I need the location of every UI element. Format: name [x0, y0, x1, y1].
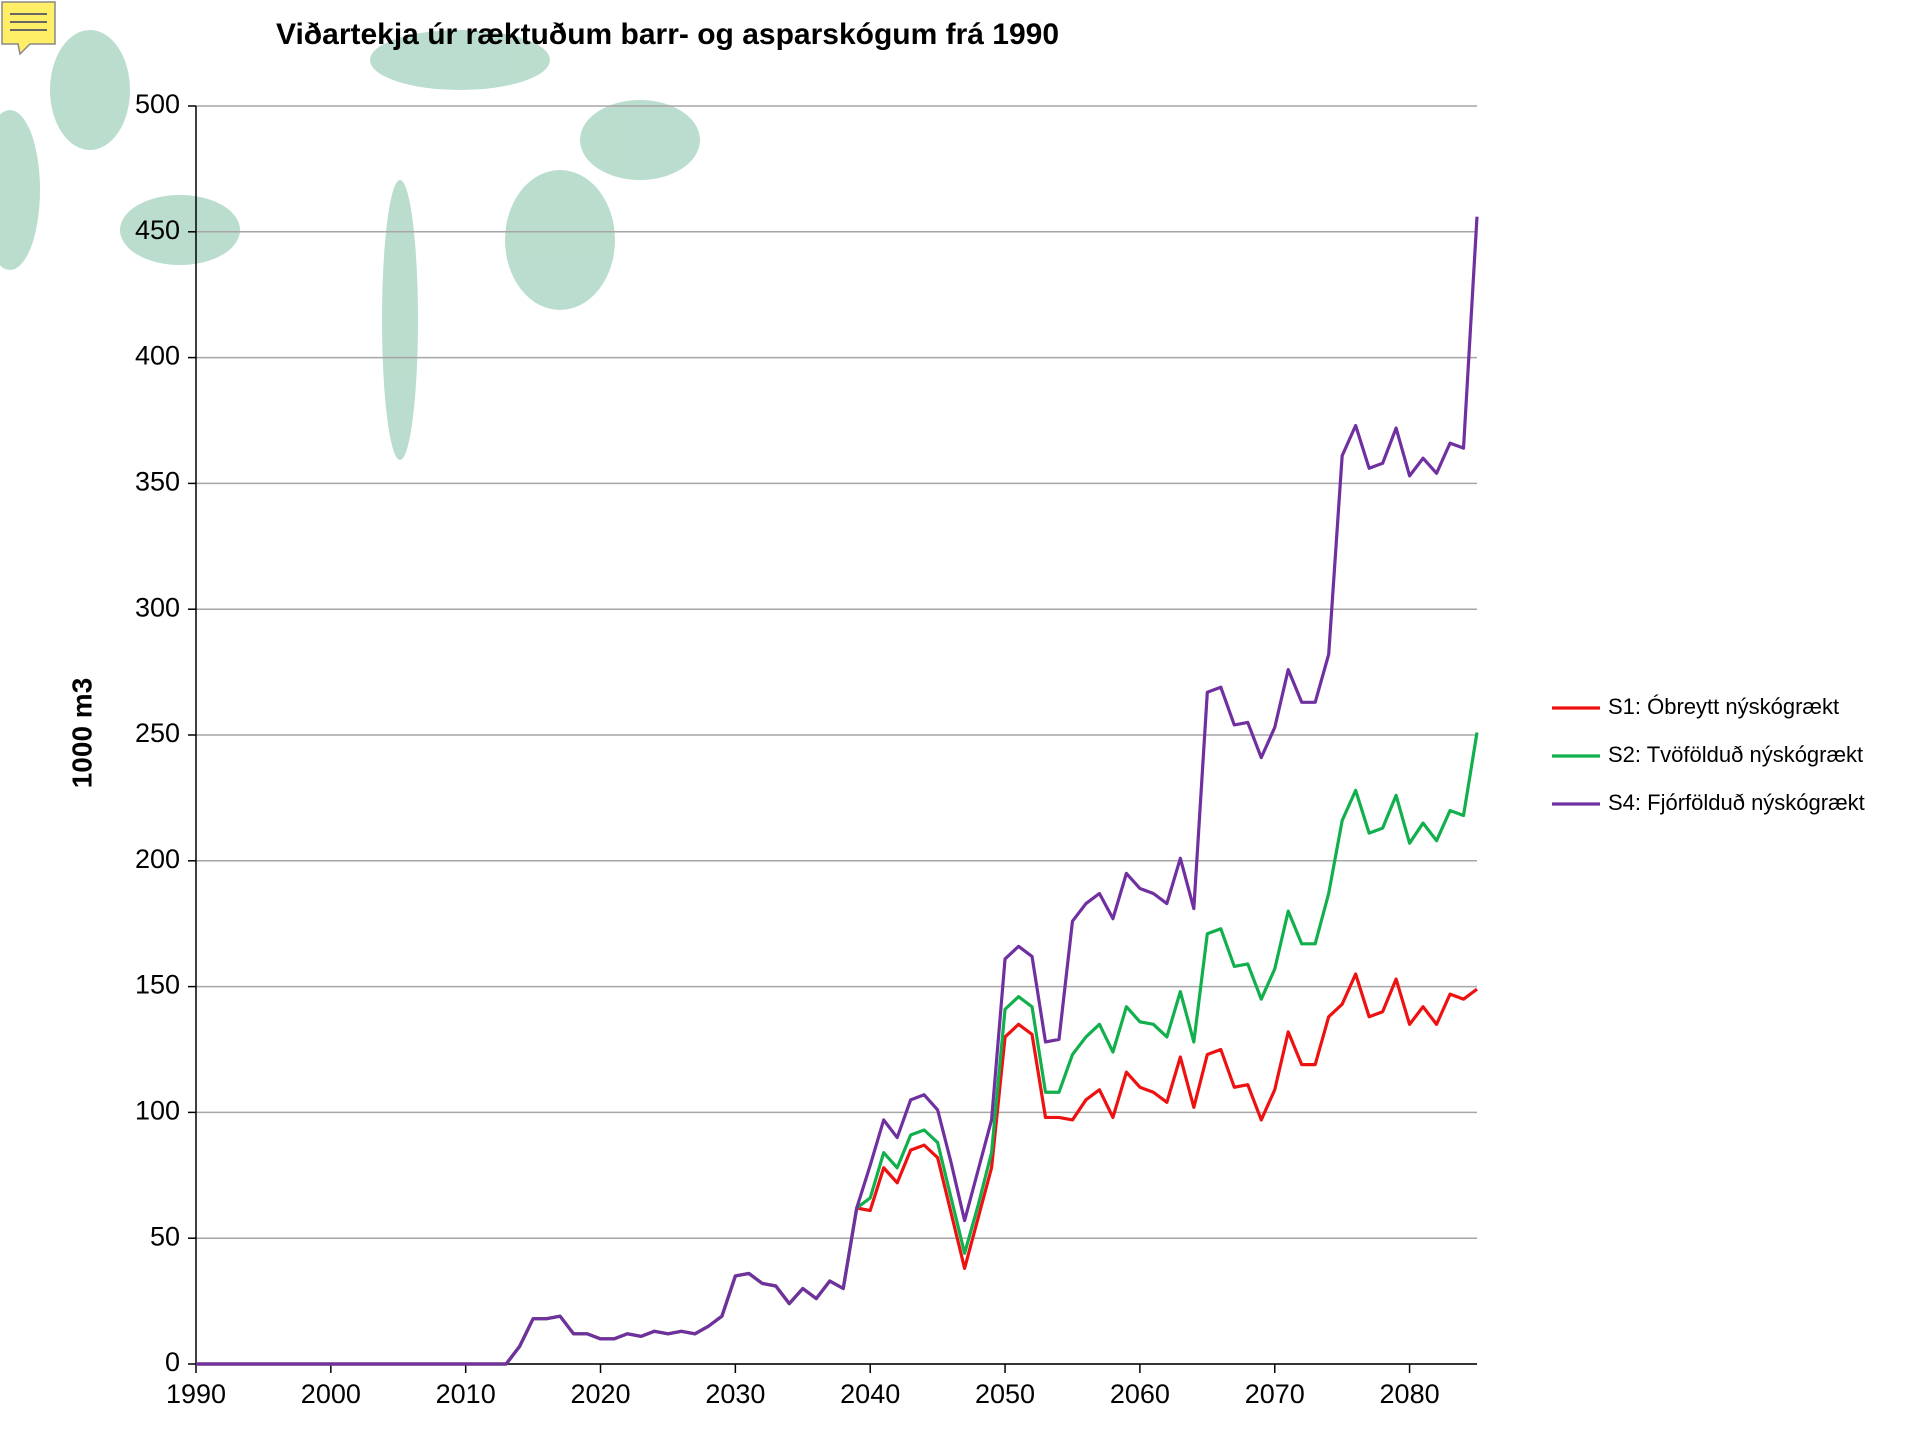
- legend-label: S4: Fjórfölduð nýskógrækt: [1608, 790, 1865, 815]
- x-tick-label: 2000: [301, 1379, 361, 1409]
- series-line: [196, 972, 1478, 1366]
- y-tick-label: 100: [135, 1096, 180, 1126]
- x-tick-label: 2010: [436, 1379, 496, 1409]
- x-tick-label: 2050: [975, 1379, 1035, 1409]
- note-icon: [1, 1, 56, 56]
- x-tick-label: 2080: [1380, 1379, 1440, 1409]
- series-line: [196, 216, 1479, 1366]
- y-tick-label: 250: [135, 718, 180, 748]
- y-tick-label: 350: [135, 467, 180, 497]
- x-tick-label: 2070: [1245, 1379, 1305, 1409]
- y-tick-label: 0: [165, 1347, 180, 1377]
- y-tick-label: 450: [135, 215, 180, 245]
- y-tick-label: 150: [135, 970, 180, 1000]
- y-tick-label: 500: [135, 89, 180, 119]
- y-tick-label: 50: [150, 1221, 180, 1251]
- x-tick-label: 1990: [166, 1379, 226, 1409]
- x-tick-label: 2040: [840, 1379, 900, 1409]
- legend-label: S2: Tvöfölduð nýskógrækt: [1608, 742, 1863, 767]
- background-foliage: [0, 30, 700, 460]
- legend-label: S1: Óbreytt nýskógrækt: [1608, 694, 1839, 719]
- y-tick-label: 400: [135, 341, 180, 371]
- chart-title: Viðartekja úr ræktuðum barr- og asparskó…: [276, 18, 1059, 51]
- y-tick-label: 300: [135, 592, 180, 622]
- x-tick-label: 2060: [1110, 1379, 1170, 1409]
- y-tick-label: 200: [135, 844, 180, 874]
- y-axis-title: 1000 m3: [66, 678, 97, 789]
- x-tick-label: 2020: [570, 1379, 630, 1409]
- x-tick-label: 2030: [705, 1379, 765, 1409]
